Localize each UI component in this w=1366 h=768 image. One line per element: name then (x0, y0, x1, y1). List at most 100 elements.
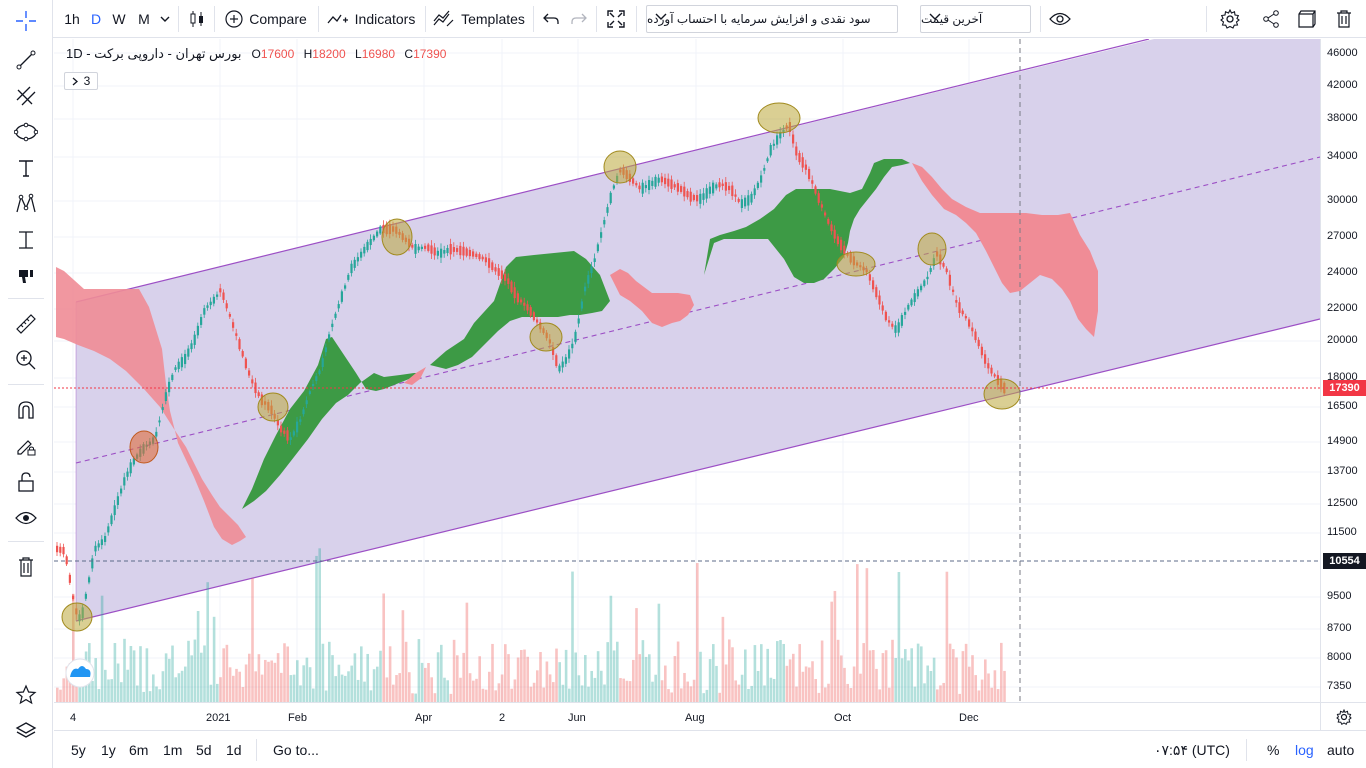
indicators-toggle[interactable]: 3 (64, 72, 98, 90)
volume-bar (139, 646, 142, 702)
volume-bar (81, 681, 85, 702)
interval-d[interactable]: D (90, 11, 102, 27)
show-hide-tool[interactable] (9, 503, 43, 533)
candle-body (446, 247, 449, 254)
volume-bar (836, 639, 840, 702)
fib-tool[interactable] (9, 81, 43, 111)
cloud-green-3 (694, 159, 910, 307)
delete-button[interactable] (1332, 0, 1356, 38)
time-axis[interactable]: 4 2021 Feb Apr 2 Jun Aug Oct Dec (54, 702, 1320, 730)
volume-bar (718, 692, 721, 702)
volume-bar (270, 660, 273, 702)
price-type-select[interactable]: آخرین قیمت (920, 5, 1031, 33)
strategy-select[interactable]: سود نقدی و افزایش سرمایه با احتساب آورده (646, 5, 898, 33)
favorites-tool[interactable] (9, 680, 43, 710)
volume-bar (984, 659, 987, 702)
time-label: 4 (70, 712, 77, 724)
symbol-title[interactable]: بورس تهران - داروپی برکت - 1D (66, 46, 242, 61)
volume-bar (894, 658, 897, 702)
trend-line-tool[interactable] (9, 45, 43, 75)
volume-bar (564, 649, 568, 702)
interval-1h[interactable]: 1h (64, 11, 80, 27)
candle-body (929, 268, 932, 272)
volume-bar (798, 644, 801, 702)
volume-bar (91, 681, 94, 702)
volume-bar (318, 548, 321, 702)
candle-body (104, 536, 107, 542)
volume-bar (484, 689, 488, 702)
sticker-tool[interactable] (9, 261, 43, 291)
candle-body (88, 577, 91, 583)
settings-button[interactable] (1216, 0, 1244, 38)
price-chart[interactable] (54, 39, 1320, 702)
candle-body (641, 182, 644, 194)
measure-tool[interactable] (9, 225, 43, 255)
undo-button[interactable] (540, 0, 562, 38)
candle-body (897, 322, 900, 333)
candle-body (84, 593, 87, 599)
timezone-clock[interactable]: ۰۷:۵۴ (UTC) (1154, 741, 1230, 758)
ruler-tool[interactable] (9, 309, 43, 339)
range-1y[interactable]: 1y (101, 742, 116, 758)
volume-bar (494, 690, 497, 702)
goto-date-button[interactable]: Go to... (273, 742, 319, 758)
share-button[interactable] (1258, 0, 1284, 38)
price-label: 7350 (1327, 680, 1352, 692)
volume-bar (952, 649, 955, 702)
visibility-button[interactable] (1046, 0, 1074, 38)
object-tree-tool[interactable] (9, 716, 43, 746)
volume-bar (497, 683, 501, 702)
candle-body (686, 191, 689, 198)
text-tool[interactable] (9, 153, 43, 183)
chart-type-button[interactable] (186, 0, 208, 38)
percent-scale-toggle[interactable]: % (1267, 742, 1280, 758)
magnet-tool[interactable] (9, 395, 43, 425)
volume-bar (875, 668, 878, 702)
range-5d[interactable]: 5d (196, 742, 212, 758)
pattern-tool[interactable] (9, 189, 43, 219)
volume-bar (849, 688, 853, 702)
ellipse-tool[interactable] (9, 117, 43, 147)
range-1d[interactable]: 1d (226, 742, 242, 758)
axis-settings-button[interactable] (1320, 702, 1366, 730)
volume-bar (75, 683, 78, 702)
log-scale-toggle[interactable]: log (1295, 742, 1314, 758)
lock-drawing-tool[interactable] (9, 431, 43, 461)
candle-body (523, 302, 526, 306)
interval-w[interactable]: W (112, 11, 126, 27)
volume-bar (942, 682, 945, 702)
volume-bar (273, 662, 277, 702)
volume-bar (424, 667, 427, 702)
range-1m[interactable]: 1m (163, 742, 183, 758)
price-axis[interactable]: 46000 42000 38000 34000 30000 27000 2400… (1320, 39, 1366, 702)
volume-bar (638, 654, 641, 702)
candle-body (123, 477, 126, 486)
zoom-tool[interactable] (9, 345, 43, 375)
compare-button[interactable]: Compare (222, 0, 310, 38)
indicators-button[interactable]: Indicators (325, 0, 417, 38)
templates-button[interactable]: Templates (432, 0, 526, 38)
volume-bar (545, 661, 549, 702)
chevron-down-icon (929, 13, 941, 20)
range-6m[interactable]: 6m (129, 742, 149, 758)
chart-pane[interactable] (54, 39, 1320, 702)
auto-scale-toggle[interactable]: auto (1327, 742, 1355, 758)
volume-bar (600, 670, 603, 702)
range-5y[interactable]: 5y (71, 742, 86, 758)
candle-body (884, 311, 887, 321)
remove-drawings-tool[interactable] (9, 552, 43, 582)
candle-body (798, 153, 801, 163)
candle-body (811, 180, 814, 184)
interval-dropdown[interactable] (158, 0, 172, 38)
volume-bar (513, 679, 517, 702)
redo-button[interactable] (568, 0, 590, 38)
interval-m[interactable]: M (138, 11, 150, 27)
crosshair-tool[interactable] (9, 6, 43, 36)
unlock-tool[interactable] (9, 467, 43, 497)
snapshot-button[interactable] (1294, 0, 1320, 38)
volume-bar (305, 657, 309, 702)
volume-bar (859, 673, 862, 702)
time-label: Apr (415, 712, 433, 724)
fullscreen-button[interactable] (604, 0, 628, 38)
redo-icon (571, 13, 587, 24)
